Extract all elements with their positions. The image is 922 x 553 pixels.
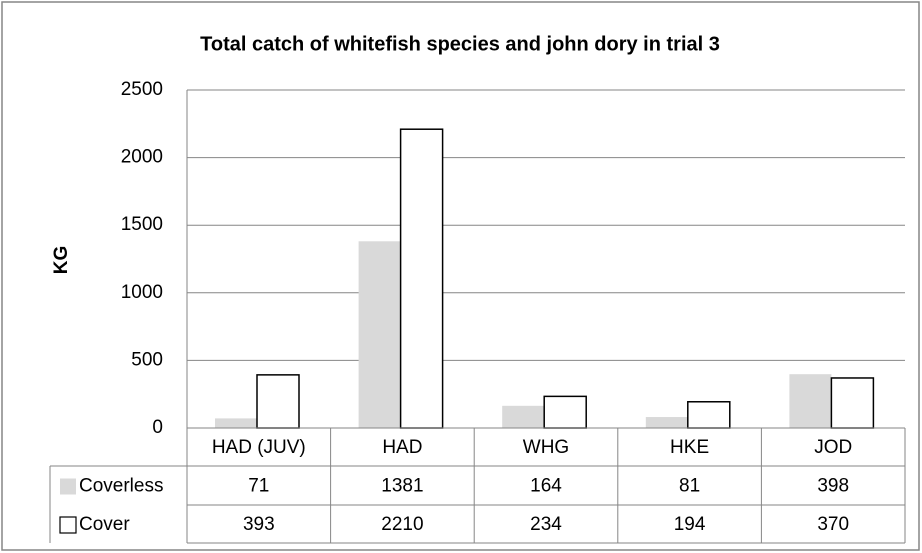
table-value: 234 <box>530 514 562 535</box>
bar <box>789 374 832 428</box>
table-value: 164 <box>530 476 562 497</box>
x-tick-label: WHG <box>523 437 569 458</box>
table-value: 393 <box>243 514 275 535</box>
table-value: 194 <box>674 514 706 535</box>
bar <box>215 418 257 428</box>
y-axis-label: KG <box>51 246 72 275</box>
bar <box>645 417 688 428</box>
bar <box>543 395 587 429</box>
legend-label: Coverless <box>79 476 163 497</box>
y-tick-label: 1000 <box>121 282 163 303</box>
y-tick-label: 0 <box>152 417 163 438</box>
bar <box>502 405 545 428</box>
chart-title: Total catch of whitefish species and joh… <box>200 33 720 55</box>
x-tick-label: JOD <box>814 437 852 458</box>
bar <box>256 374 300 429</box>
table-value: 1381 <box>381 476 423 497</box>
bar <box>830 377 875 429</box>
table-value: 71 <box>248 476 269 497</box>
legend-key <box>60 478 76 495</box>
x-tick-label: HKE <box>670 437 709 458</box>
x-tick-label: HAD <box>382 437 422 458</box>
y-tick-label: 2000 <box>121 147 163 168</box>
table-value: 2210 <box>381 514 423 535</box>
table-value: 398 <box>817 476 849 497</box>
legend-label: Cover <box>79 514 130 535</box>
bar <box>687 401 731 429</box>
y-tick-label: 1500 <box>121 214 163 235</box>
legend-key <box>59 516 77 534</box>
y-tick-label: 500 <box>131 349 163 370</box>
x-tick-label: HAD (JUV) <box>212 437 306 458</box>
table-value: 370 <box>817 514 849 535</box>
bar <box>399 128 444 429</box>
table-value: 81 <box>679 476 700 497</box>
bar <box>358 241 401 428</box>
y-tick-label: 2500 <box>121 79 163 100</box>
